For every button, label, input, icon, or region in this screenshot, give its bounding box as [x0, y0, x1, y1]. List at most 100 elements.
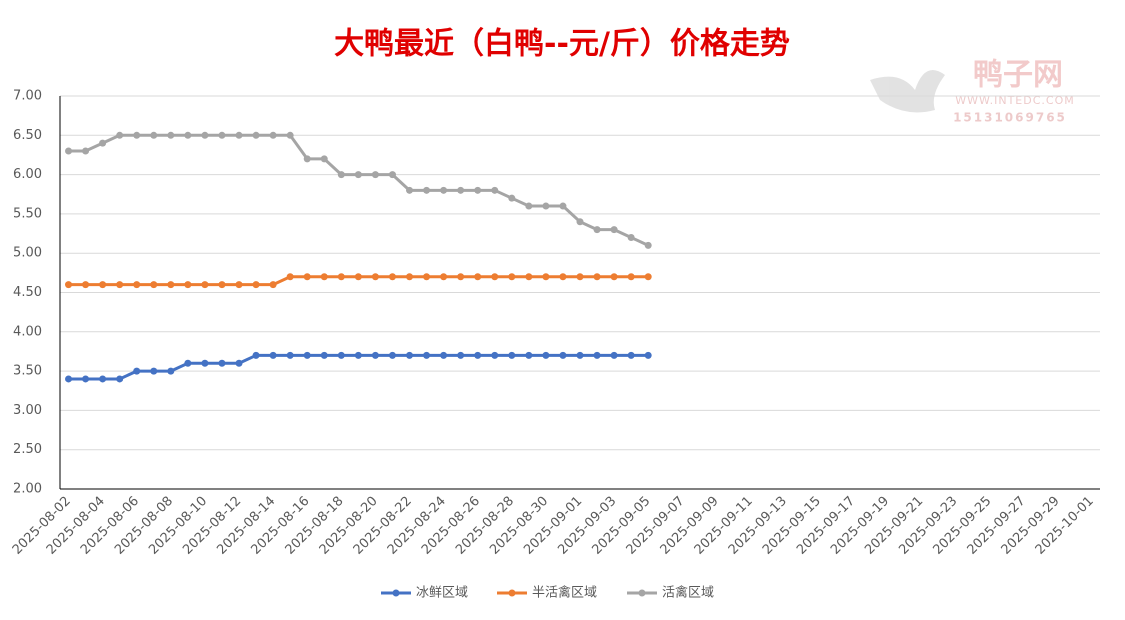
- data-point: [457, 351, 465, 359]
- data-point: [474, 351, 482, 359]
- data-point: [218, 131, 226, 139]
- data-point: [388, 351, 396, 359]
- data-point: [65, 375, 73, 383]
- watermark-logo: [870, 70, 945, 113]
- data-point: [286, 273, 294, 281]
- data-point: [320, 273, 328, 281]
- data-point: [320, 155, 328, 163]
- data-point: [133, 131, 141, 139]
- data-point: [235, 281, 243, 289]
- data-point: [423, 351, 431, 359]
- y-tick-label: 3.50: [13, 364, 42, 379]
- data-point: [406, 351, 414, 359]
- data-point: [440, 351, 448, 359]
- data-point: [525, 351, 533, 359]
- data-point: [610, 351, 618, 359]
- data-point: [116, 131, 124, 139]
- data-point: [337, 273, 345, 281]
- y-tick-label: 7.00: [13, 89, 42, 104]
- y-tick-label: 5.50: [13, 206, 42, 221]
- y-tick-label: 3.00: [13, 403, 42, 418]
- y-tick-label: 4.00: [13, 324, 42, 339]
- data-point: [388, 273, 396, 281]
- data-point: [559, 273, 567, 281]
- data-point: [303, 155, 311, 163]
- data-point: [474, 186, 482, 194]
- data-point: [610, 226, 618, 234]
- data-point: [440, 273, 448, 281]
- data-point: [542, 351, 550, 359]
- data-point: [644, 241, 652, 249]
- legend-marker: [638, 589, 646, 597]
- data-point: [167, 131, 175, 139]
- data-point: [201, 359, 209, 367]
- data-point: [542, 202, 550, 210]
- data-point: [423, 186, 431, 194]
- data-point: [150, 281, 158, 289]
- data-point: [371, 171, 379, 179]
- data-point: [576, 351, 584, 359]
- data-point: [218, 359, 226, 367]
- data-point: [491, 351, 499, 359]
- legend-label: 半活禽区域: [532, 585, 597, 601]
- data-point: [644, 273, 652, 281]
- data-point: [559, 202, 567, 210]
- legend-label: 冰鲜区域: [416, 586, 468, 601]
- data-point: [235, 131, 243, 139]
- data-point: [150, 131, 158, 139]
- data-point: [65, 147, 73, 155]
- data-point: [99, 139, 107, 147]
- data-point: [508, 351, 516, 359]
- data-point: [150, 367, 158, 375]
- data-point: [337, 351, 345, 359]
- data-point: [337, 171, 345, 179]
- data-point: [423, 273, 431, 281]
- watermark-phone: 15131069765: [953, 111, 1067, 125]
- data-point: [457, 186, 465, 194]
- data-point: [491, 273, 499, 281]
- y-tick-label: 6.00: [13, 167, 42, 182]
- data-point: [82, 281, 90, 289]
- data-point: [644, 351, 652, 359]
- y-tick-label: 6.50: [13, 128, 42, 143]
- data-point: [269, 281, 277, 289]
- watermark-site: WWW.INTEDC.COM: [955, 94, 1074, 107]
- data-point: [65, 281, 73, 289]
- data-point: [252, 351, 260, 359]
- data-point: [542, 273, 550, 281]
- data-point: [235, 359, 243, 367]
- data-point: [269, 351, 277, 359]
- data-point: [82, 147, 90, 155]
- y-tick-label: 5.00: [13, 246, 42, 261]
- y-tick-label: 2.00: [13, 482, 42, 497]
- data-point: [593, 226, 601, 234]
- data-point: [457, 273, 465, 281]
- data-point: [303, 351, 311, 359]
- data-point: [576, 218, 584, 226]
- data-point: [440, 186, 448, 194]
- data-point: [133, 281, 141, 289]
- data-point: [167, 367, 175, 375]
- data-point: [371, 273, 379, 281]
- data-point: [286, 131, 294, 139]
- data-point: [116, 375, 124, 383]
- legend-marker: [392, 589, 400, 597]
- watermark-name: 鸭子网: [973, 58, 1063, 93]
- watermark: 鸭子网 WWW.INTEDC.COM 15131069765: [870, 58, 1074, 125]
- data-point: [388, 171, 396, 179]
- y-tick-label: 4.50: [13, 285, 42, 300]
- data-point: [269, 131, 277, 139]
- data-point: [627, 233, 635, 241]
- data-point: [286, 351, 294, 359]
- legend-label: 活禽区域: [662, 585, 714, 601]
- data-point: [303, 273, 311, 281]
- data-point: [320, 351, 328, 359]
- data-point: [559, 351, 567, 359]
- data-point: [252, 131, 260, 139]
- data-point: [525, 273, 533, 281]
- legend-marker: [508, 589, 516, 597]
- data-point: [627, 351, 635, 359]
- data-point: [99, 281, 107, 289]
- data-point: [371, 351, 379, 359]
